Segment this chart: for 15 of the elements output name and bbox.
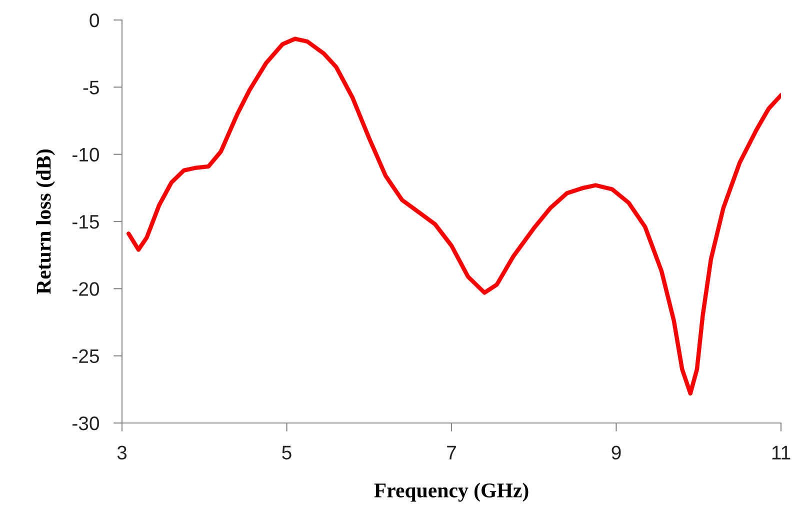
y-tick-label: -10	[72, 148, 100, 162]
x-tick-label: 11	[772, 446, 790, 460]
y-tick-label: -15	[72, 215, 99, 229]
line-series	[126, 36, 781, 396]
y-tick-label: -20	[72, 282, 100, 296]
x-tick-label: 9	[612, 446, 621, 460]
x-tick-label: 5	[282, 446, 292, 460]
y-tick-label: 0	[90, 13, 100, 28]
y-tick-label: -30	[72, 416, 100, 430]
y-tick-label: -5	[83, 80, 99, 94]
y-axis-title: Return loss (dB)	[36, 149, 56, 294]
x-tick-label: 7	[447, 446, 456, 460]
y-tick-label: -25	[72, 349, 99, 364]
x-axis-title: Frequency (GHz)	[374, 482, 528, 502]
x-tick-label: 3	[117, 446, 127, 460]
